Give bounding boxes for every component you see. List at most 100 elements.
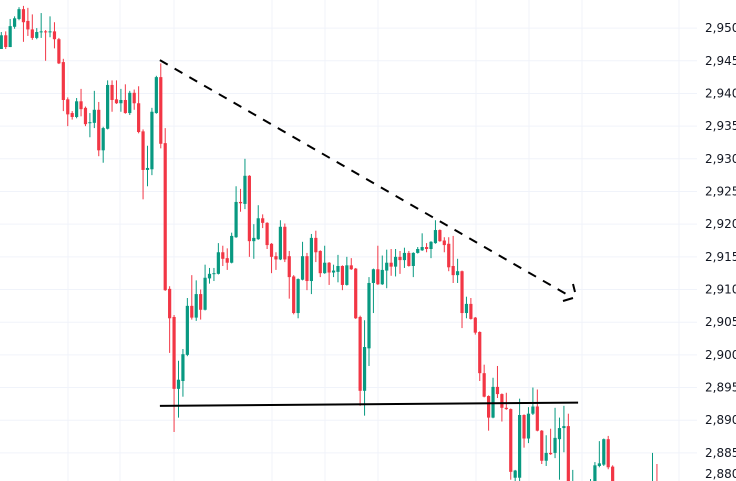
candle-body bbox=[26, 20, 30, 30]
candle-body bbox=[256, 218, 260, 240]
candle-body bbox=[522, 414, 526, 439]
y-tick-label: 2,895 bbox=[705, 381, 736, 395]
candle-body bbox=[557, 428, 562, 440]
y-tick-label: 2,945 bbox=[705, 54, 736, 68]
drawings[interactable] bbox=[159, 59, 579, 407]
candle-body bbox=[544, 452, 548, 461]
y-tick-label: 2,900 bbox=[705, 348, 736, 362]
candle bbox=[216, 243, 220, 275]
candle bbox=[549, 428, 553, 455]
candle bbox=[265, 222, 269, 249]
candle bbox=[438, 229, 442, 242]
candle-body bbox=[52, 31, 57, 40]
candle bbox=[402, 247, 407, 268]
candle-body bbox=[287, 256, 291, 278]
candles bbox=[0, 5, 658, 481]
candle bbox=[367, 277, 371, 366]
candle-body bbox=[407, 252, 411, 266]
candle-body bbox=[327, 262, 331, 273]
price-axis[interactable]: 2,880 2,885 2,890 2,895 2,900 2,905 2,910 2,915… bbox=[705, 21, 736, 481]
candle bbox=[48, 16, 52, 38]
candle-body bbox=[106, 84, 110, 129]
candle bbox=[566, 413, 570, 481]
candle bbox=[526, 407, 531, 444]
candle-body bbox=[323, 262, 327, 274]
y-tick-label: 2,925 bbox=[705, 184, 736, 198]
candle-body bbox=[61, 62, 65, 100]
candle bbox=[345, 256, 349, 286]
candle-body bbox=[393, 256, 398, 267]
candle bbox=[296, 278, 300, 319]
candle bbox=[522, 414, 526, 448]
candle bbox=[230, 232, 234, 264]
candle bbox=[518, 398, 522, 481]
candle bbox=[420, 233, 424, 251]
candle-body bbox=[132, 92, 136, 104]
candle-body bbox=[606, 439, 610, 468]
candle-body bbox=[429, 241, 433, 249]
candle bbox=[83, 106, 88, 127]
y-tick-label: 2,930 bbox=[705, 152, 736, 166]
candle bbox=[354, 267, 358, 319]
candle bbox=[504, 392, 508, 410]
candle bbox=[460, 270, 464, 329]
candle-body bbox=[83, 107, 88, 125]
candle-body bbox=[101, 128, 105, 151]
candle-body bbox=[21, 9, 26, 23]
arrowhead-icon bbox=[562, 297, 574, 302]
candle-body bbox=[487, 396, 491, 418]
candle bbox=[544, 435, 548, 466]
grid bbox=[0, 0, 697, 481]
candle-body bbox=[380, 269, 384, 285]
candle bbox=[247, 175, 251, 257]
y-tick-label: 2,905 bbox=[705, 315, 736, 329]
candle bbox=[611, 465, 615, 481]
candle-body bbox=[398, 256, 402, 261]
candle bbox=[261, 214, 265, 229]
candle-body bbox=[424, 247, 429, 249]
support-line bbox=[159, 401, 579, 407]
candle-body bbox=[274, 256, 278, 260]
candle bbox=[123, 84, 127, 114]
candle bbox=[562, 405, 566, 453]
candle-body bbox=[44, 31, 48, 33]
candle bbox=[376, 245, 380, 285]
candle bbox=[57, 37, 61, 65]
candle-body bbox=[358, 316, 362, 391]
candle bbox=[154, 75, 158, 114]
candle-body bbox=[385, 262, 389, 271]
candle-body bbox=[464, 303, 469, 314]
candle bbox=[145, 145, 150, 187]
candle bbox=[469, 298, 473, 320]
candle-body bbox=[540, 430, 544, 461]
candle-body bbox=[376, 269, 380, 285]
candle-body bbox=[336, 265, 340, 272]
candle-body bbox=[416, 248, 420, 253]
candle bbox=[340, 265, 345, 291]
candle-body bbox=[97, 109, 101, 151]
y-tick-label: 2,915 bbox=[705, 250, 736, 264]
candle bbox=[597, 441, 601, 468]
candle bbox=[172, 315, 176, 432]
candle-body bbox=[513, 470, 517, 478]
candle-body bbox=[455, 271, 460, 276]
candle-body bbox=[265, 222, 269, 246]
candle-body bbox=[473, 317, 477, 333]
y-tick-label: 2,890 bbox=[705, 413, 736, 427]
candle bbox=[128, 90, 132, 116]
candle-body bbox=[123, 99, 127, 114]
candle bbox=[531, 387, 535, 415]
candle-body bbox=[442, 240, 446, 246]
candle bbox=[137, 86, 141, 134]
candle bbox=[168, 286, 172, 353]
candle-body bbox=[331, 270, 336, 273]
candle bbox=[309, 233, 313, 295]
candle-body bbox=[500, 394, 504, 408]
candle bbox=[61, 58, 65, 112]
candle bbox=[52, 22, 57, 49]
candle bbox=[199, 289, 203, 320]
candle-body bbox=[566, 426, 570, 481]
candle-body bbox=[602, 439, 606, 465]
candle bbox=[455, 258, 460, 283]
